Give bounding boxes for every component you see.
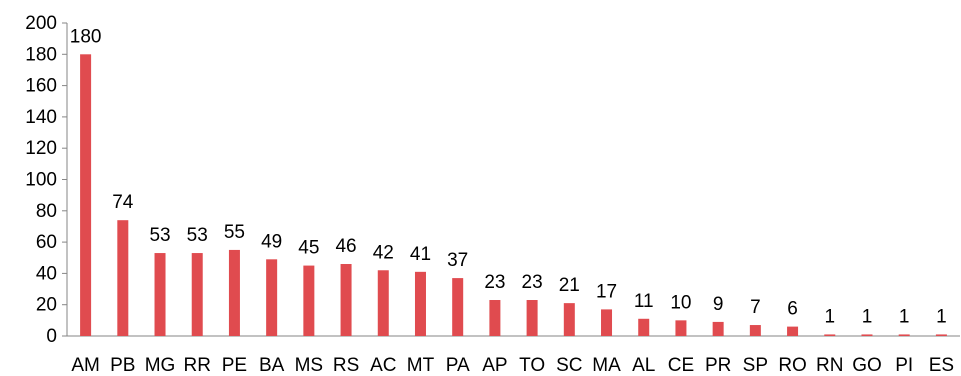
category-label-rn: RN [816,355,843,376]
bar-ce [675,320,687,336]
category-label-pa: PA [446,355,470,376]
bar-rn [824,334,836,336]
data-label-rn: 1 [824,306,835,327]
bar-ro [787,326,799,336]
y-tick-label: 0 [46,326,57,347]
data-label-ba: 49 [261,231,282,252]
y-tick-label: 180 [25,44,57,65]
y-tick-label: 160 [25,76,57,97]
data-label-pr: 9 [713,294,724,315]
bar-pe [228,249,240,336]
category-label-am: AM [71,355,100,376]
y-tick-label: 140 [25,107,57,128]
y-tick-label: 120 [25,138,57,159]
category-label-pr: PR [705,355,731,376]
category-label-es: ES [929,355,954,376]
data-label-al: 11 [634,291,654,312]
bar-pa [452,278,464,336]
bar-ba [266,259,278,336]
bar-al [638,318,650,336]
bar-go [861,334,873,336]
y-tick-label: 200 [25,13,57,34]
bar-ma [601,309,613,336]
y-tick-label: 80 [36,201,57,222]
data-label-ap: 23 [484,272,505,293]
category-label-mg: MG [145,355,176,376]
category-label-rs: RS [333,355,359,376]
bar-sp [749,325,761,336]
bar-ap [489,300,501,336]
bar-rr [191,253,203,336]
data-label-ms: 45 [298,238,319,259]
data-label-pa: 37 [447,250,468,271]
data-label-ma: 17 [596,281,617,302]
data-label-to: 23 [522,272,543,293]
bar-pi [898,334,910,336]
category-label-mt: MT [407,355,435,376]
data-label-sc: 21 [559,275,580,296]
data-label-ce: 10 [670,292,691,313]
bar-sc [563,303,575,336]
bar-to [526,300,538,336]
category-label-go: GO [852,355,882,376]
bar-ms [303,265,315,336]
y-tick-label: 60 [36,232,57,253]
category-label-ro: RO [778,355,807,376]
bar-pr [712,321,724,336]
data-label-pe: 55 [224,222,245,243]
category-label-ce: CE [668,355,694,376]
bar-mt [414,271,426,336]
y-tick-label: 20 [36,295,57,316]
data-label-sp: 7 [750,297,761,318]
category-label-ac: AC [370,355,396,376]
bar-es [935,334,947,336]
data-label-am: 180 [70,26,102,47]
data-label-mg: 53 [149,225,170,246]
category-label-ma: MA [592,355,621,376]
bars [80,54,947,337]
category-labels: AM PB MG RR PE BA MS RS AC MT PA AP TO SC MA AL CE PR SP RO… [71,355,954,376]
data-label-ro: 6 [787,299,798,320]
bar-rs [340,264,352,336]
y-tick-label: 40 [36,263,57,284]
y-tick-label: 100 [25,170,57,191]
category-label-ap: AP [482,355,507,376]
category-label-pb: PB [110,355,135,376]
category-label-sc: SC [556,355,582,376]
data-label-ac: 42 [373,242,394,263]
bar-ac [377,270,389,336]
category-label-rr: RR [184,355,211,376]
category-label-to: TO [519,355,545,376]
category-label-al: AL [632,355,655,376]
category-label-pi: PI [895,355,913,376]
data-label-go: 1 [862,306,873,327]
bar-am [80,54,92,337]
data-label-rs: 46 [335,236,356,257]
data-label-mt: 41 [410,244,431,265]
data-label-pi: 1 [899,306,910,327]
data-label-rr: 53 [187,225,208,246]
data-label-es: 1 [936,306,947,327]
y-axis: 0 20 40 60 80 100 120 140 160 180 200 [25,13,68,347]
bar-pb [117,220,129,336]
bar-mg [154,253,166,336]
category-label-sp: SP [743,355,768,376]
category-label-ms: MS [295,355,324,376]
data-label-pb: 74 [112,192,134,213]
category-label-pe: PE [222,355,247,376]
category-label-ba: BA [259,355,285,376]
